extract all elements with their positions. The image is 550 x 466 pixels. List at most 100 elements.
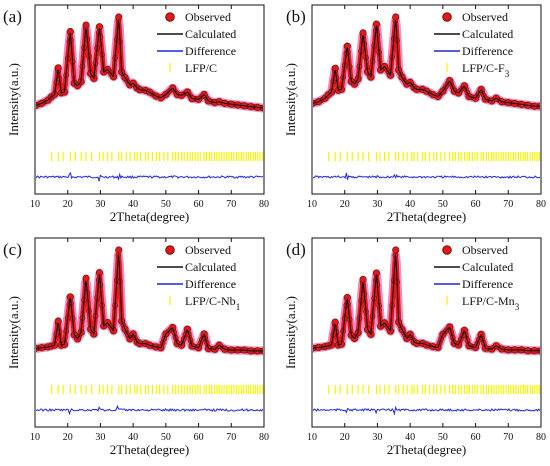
- legend-label: Observed: [462, 243, 508, 257]
- plot-frame: [34, 237, 265, 428]
- legend-label-subscript: 1: [236, 302, 241, 312]
- observed-point: [460, 326, 469, 334]
- legend-symbol-observed: [442, 12, 452, 22]
- x-tick-label: 60: [194, 199, 204, 210]
- panel-letter: (b): [286, 7, 306, 26]
- legend-label: Difference: [462, 277, 513, 291]
- y-axis-label: Intensity(a.u.): [283, 63, 298, 136]
- legend-label: Difference: [462, 44, 513, 58]
- legend-label: Difference: [185, 277, 236, 291]
- calculated-series: [36, 254, 263, 352]
- x-tick-label: 10: [307, 199, 317, 210]
- observed-point: [359, 275, 367, 284]
- legend-label: Calculated: [185, 260, 236, 274]
- plot-area: [36, 246, 263, 416]
- legend-label: Observed: [185, 10, 231, 24]
- x-axis-label: 2Theta(degree): [110, 209, 189, 224]
- plot-frame: [34, 4, 265, 195]
- x-tick-label: 10: [30, 432, 40, 443]
- x-tick-label: 80: [259, 199, 269, 210]
- plot-frame: [311, 4, 542, 195]
- legend-label-subscript: 3: [515, 302, 520, 312]
- x-tick-label: 50: [161, 432, 171, 443]
- observed-point: [446, 76, 454, 85]
- x-tick-label: 70: [503, 199, 513, 210]
- x-tick-label: 20: [63, 432, 73, 443]
- legend-label: Calculated: [462, 27, 513, 41]
- panel-letter: (a): [3, 7, 22, 26]
- observed-point: [359, 29, 367, 37]
- legend-label: LFP/C-Mn3: [462, 294, 520, 312]
- x-tick-label: 30: [95, 432, 105, 443]
- x-tick-label: 70: [226, 432, 236, 443]
- observed-point: [183, 325, 192, 333]
- legend-label: LFP/C-Nb1: [185, 294, 240, 312]
- observed-point: [82, 274, 90, 282]
- legend: Observed Calculated Difference LFP/C-F3: [434, 10, 513, 79]
- difference-series: [36, 171, 263, 182]
- x-tick-label: 40: [128, 432, 138, 443]
- x-tick-label: 80: [259, 432, 269, 443]
- x-tick-label: 60: [471, 432, 481, 443]
- legend: Observed Calculated Difference LFP/C-Nb1: [157, 243, 240, 312]
- observed-point: [392, 13, 400, 21]
- plot-area: [36, 13, 263, 182]
- x-axis-label: 2Theta(degree): [110, 442, 189, 457]
- x-tick-label: 80: [536, 199, 546, 210]
- panel-letter: (c): [3, 240, 22, 259]
- legend-symbol-observed: [165, 245, 175, 255]
- difference-series: [36, 404, 263, 416]
- legend-label: Difference: [185, 44, 236, 58]
- x-axis-label: 2Theta(degree): [387, 209, 466, 224]
- x-tick-label: 40: [128, 199, 138, 210]
- y-axis-label: Intensity(a.u.): [6, 63, 21, 136]
- y-axis-label: Intensity(a.u.): [6, 296, 21, 369]
- x-tick-label: 30: [372, 199, 382, 210]
- legend-label: Observed: [462, 10, 508, 24]
- x-tick-label: 30: [95, 199, 105, 210]
- observed-point: [82, 21, 90, 29]
- x-tick-label: 80: [536, 432, 546, 443]
- x-tick-label: 50: [438, 199, 448, 210]
- x-tick-label: 10: [307, 432, 317, 443]
- x-tick-label: 20: [340, 199, 350, 210]
- x-tick-label: 40: [405, 432, 415, 443]
- x-tick-label: 20: [63, 199, 73, 210]
- x-tick-label: 50: [161, 199, 171, 210]
- legend: Observed Calculated Difference LFP/C-Mn3: [434, 243, 520, 312]
- observed-point: [477, 330, 485, 338]
- legend-symbol-observed: [165, 12, 175, 22]
- plot-area: [313, 246, 540, 416]
- plot-frame: [311, 237, 542, 428]
- observed-point: [115, 246, 123, 254]
- difference-series: [313, 405, 540, 416]
- calculated-series: [313, 254, 540, 352]
- x-tick-label: 40: [405, 199, 415, 210]
- observed-point: [200, 330, 208, 338]
- legend-label: Calculated: [185, 27, 236, 41]
- calculated-series: [36, 20, 263, 109]
- plot-area: [313, 13, 540, 180]
- x-axis-label: 2Theta(degree): [387, 442, 466, 457]
- legend-symbol-observed: [442, 245, 452, 255]
- observed-point: [392, 246, 400, 254]
- x-tick-label: 10: [30, 199, 40, 210]
- x-tick-label: 70: [226, 199, 236, 210]
- x-tick-label: 60: [194, 432, 204, 443]
- panel-a: 10 20 30 40 50 60 70 80 2Theta(degree) Intensity(…: [3, 4, 269, 224]
- x-tick-label: 50: [438, 432, 448, 443]
- panel-d: 10 20 30 40 50 60 70 80 2Theta(degree) Intensity(…: [283, 237, 546, 457]
- legend-label: LFP/C: [185, 61, 217, 75]
- legend-label: LFP/C-F3: [462, 61, 510, 79]
- x-tick-label: 20: [340, 432, 350, 443]
- calculated-series: [313, 20, 540, 107]
- panel-b: 10 20 30 40 50 60 70 80 2Theta(degree) Intensity(…: [283, 4, 546, 224]
- x-tick-label: 30: [372, 432, 382, 443]
- legend-label: Observed: [185, 243, 231, 257]
- x-tick-label: 70: [503, 432, 513, 443]
- legend-label: Calculated: [462, 260, 513, 274]
- x-tick-label: 60: [471, 199, 481, 210]
- difference-series: [313, 172, 540, 180]
- y-axis-label: Intensity(a.u.): [283, 296, 298, 369]
